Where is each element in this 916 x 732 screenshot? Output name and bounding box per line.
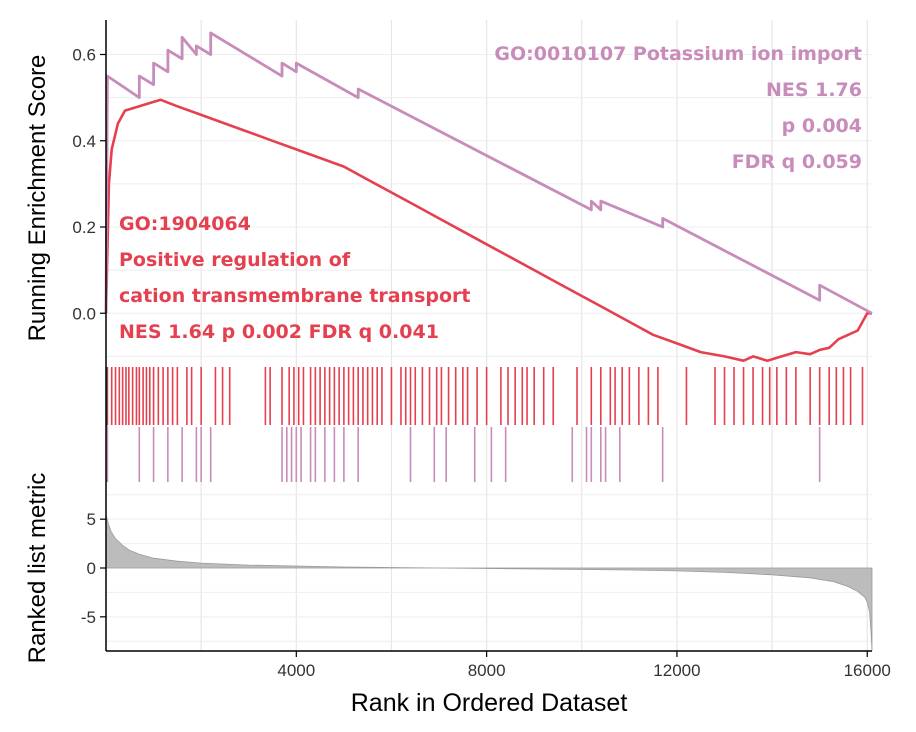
x-tick-label: 12000 [653,661,700,680]
annotation-line: cation transmembrane transport [119,285,471,307]
x-ticks: 4000 8000 12000 16000 [277,651,891,680]
annotation-line: NES 1.76 [766,79,862,101]
annotation-go1904064: GO:1904064 Positive regulation of cation t… [119,213,471,343]
y-tick-label: 0.2 [72,218,96,237]
annotation-line: FDR q 0.059 [732,151,862,173]
enrichment-line-go1904064 [104,98,872,362]
hits-rug-go0010107 [106,427,821,482]
y-tick-label: -5 [81,608,96,627]
hits-panel [105,365,868,485]
annotation-go0010107: GO:0010107 Potassium ion import NES 1.76 p… [494,43,862,173]
y-tick-label: 0 [87,559,96,578]
annotation-line: GO:1904064 [119,213,251,235]
y-tick-label: 0.6 [72,46,96,65]
annotation-line: Positive regulation of [119,249,351,271]
enrichment-panel: 0.0 0.2 0.4 0.6 [72,20,873,365]
enrichment-panel-bg [106,20,872,365]
y-tick-label: 0.4 [72,132,96,151]
annotation-line: p 0.004 [782,115,862,137]
enrichment-grid [106,20,872,365]
x-axis-label: Rank in Ordered Dataset [351,689,628,717]
enrichment-line-go0010107 [104,31,873,315]
enrichment-lines [104,31,873,362]
metric-panel: 5 0 -5 4000 8000 12000 16000 [81,485,891,680]
metric-y-label: Ranked list metric [24,473,51,664]
metric-y-ticks: 5 0 -5 [81,510,106,627]
enrichment-y-label: Running Enrichment Score [24,55,51,342]
hits-rug-go1904064 [106,367,864,482]
y-tick-label: 0.0 [72,304,96,323]
metric-area [105,514,873,652]
x-tick-label: 8000 [468,661,506,680]
enrichment-y-ticks: 0.0 0.2 0.4 0.6 [72,46,106,323]
x-tick-label: 4000 [277,661,315,680]
annotation-line: NES 1.64 p 0.002 FDR q 0.041 [119,321,439,343]
y-tick-label: 5 [87,510,96,529]
x-tick-label: 16000 [844,661,891,680]
annotation-line: GO:0010107 Potassium ion import [494,43,862,65]
